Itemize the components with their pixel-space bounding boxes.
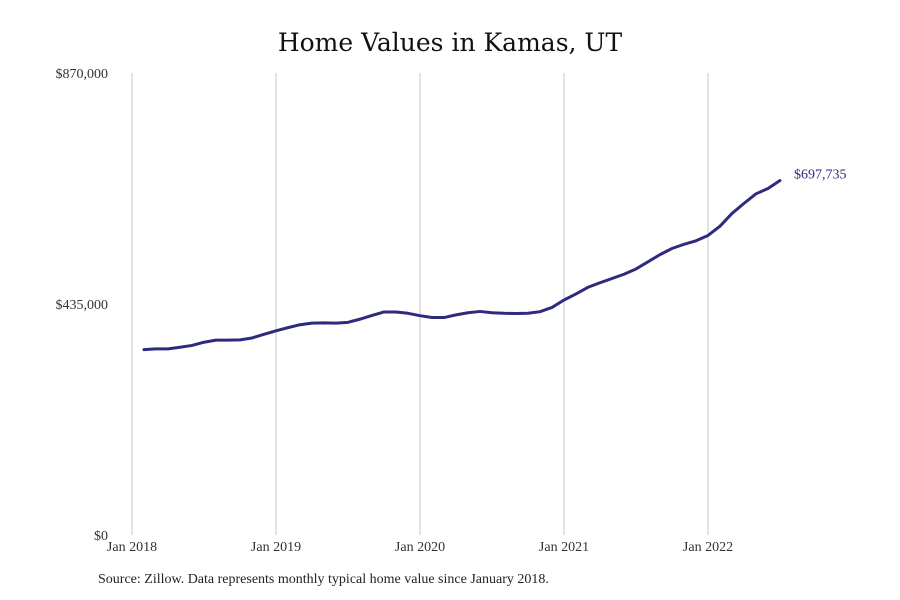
chart-title: Home Values in Kamas, UT [277,28,623,57]
x-tick-label: Jan 2021 [539,540,589,555]
x-axis-ticks: Jan 2018 Jan 2019 Jan 2020 Jan 2021 Jan 2022 [107,540,733,555]
x-tick-label: Jan 2020 [395,540,445,555]
series-end-label: $697,735 [794,168,847,183]
series-line [142,179,782,352]
x-tick-label: Jan 2022 [683,540,733,555]
y-tick-label: $870,000 [56,67,109,82]
y-axis-ticks: $0 $435,000 $870,000 [56,67,109,544]
y-tick-label: $0 [94,529,108,544]
source-note: Source: Zillow. Data represents monthly … [98,572,549,587]
x-tick-label: Jan 2018 [107,540,157,555]
series-layer: $697,735 [142,168,847,352]
x-tick-label: Jan 2019 [251,540,301,555]
y-tick-label: $435,000 [56,298,109,313]
gridlines [131,73,709,535]
